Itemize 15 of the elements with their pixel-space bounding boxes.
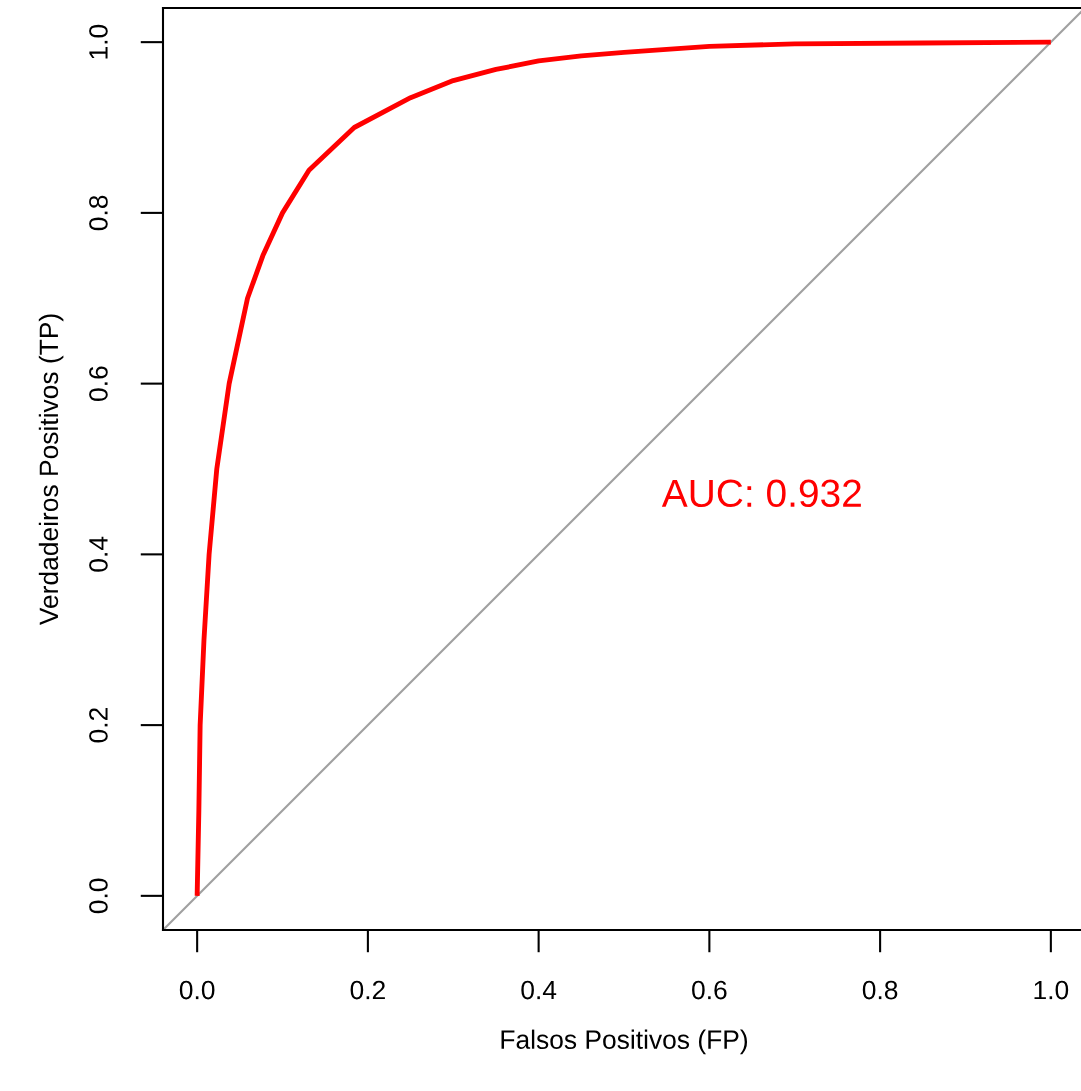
y-tick-label: 0.6 (89, 366, 108, 401)
x-axis-title: Falsos Positivos (FP) (501, 1029, 748, 1055)
annotation: AUC: 0.932 (661, 479, 861, 508)
y-tick-label: 0.8 (89, 195, 108, 231)
y-axis-title: Verdadeiros Positivos (TP) (38, 314, 64, 626)
y-tick-label: 1.0 (89, 24, 108, 59)
x-tick-label: 0.0 (179, 980, 215, 1000)
y-tick-label: 0.0 (89, 878, 108, 914)
x-tick-label: 0.6 (692, 980, 727, 1000)
y-tick-label: 0.4 (89, 536, 108, 572)
x-tick-label: 0.8 (862, 980, 898, 1000)
x-tick-label: 0.2 (350, 980, 385, 1000)
x-tick-label: 0.4 (521, 980, 557, 1000)
x-tick-label: 1.0 (1034, 980, 1069, 1000)
y-tick-label: 0.2 (89, 708, 108, 743)
